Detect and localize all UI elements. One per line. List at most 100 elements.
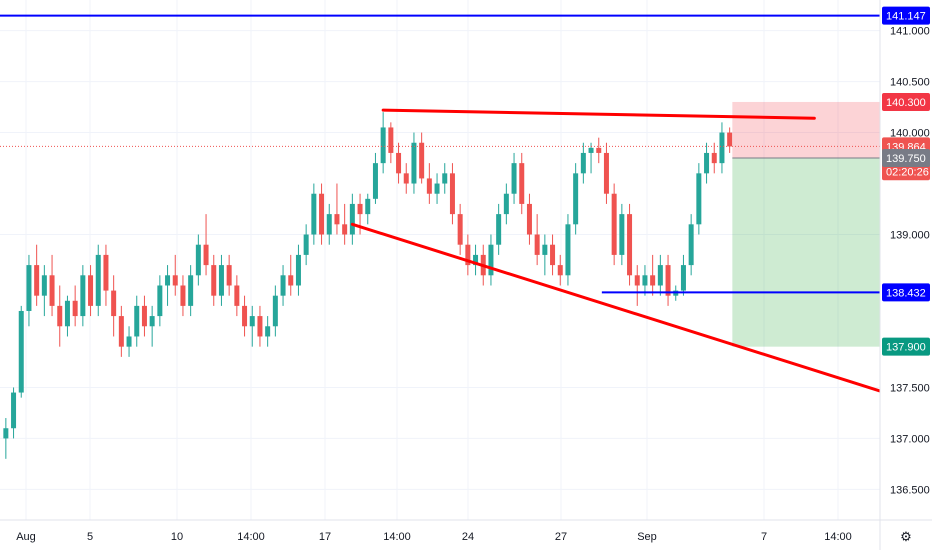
candle-body[interactable] [134,305,140,337]
candle-body[interactable] [41,275,47,296]
candle-body[interactable] [49,275,55,306]
candle-body[interactable] [280,275,286,296]
candle-body[interactable] [542,244,548,255]
candle-body[interactable] [634,275,640,286]
candle-body[interactable] [95,254,101,306]
candle-body[interactable] [611,193,617,255]
candle-body[interactable] [342,224,348,235]
candle-body[interactable] [465,244,471,266]
candle-body[interactable] [195,244,201,276]
price-axis[interactable] [880,0,932,550]
candle-body[interactable] [149,316,155,327]
candle-body[interactable] [704,152,710,174]
candle-body[interactable] [257,316,263,337]
candle-body[interactable] [603,152,609,194]
candle-body[interactable] [627,214,633,276]
candle-body[interactable] [619,214,625,255]
candle-body[interactable] [57,305,63,327]
candle-body[interactable] [303,234,309,255]
candle-body[interactable] [180,285,186,306]
candle-body[interactable] [473,254,479,266]
candle-body[interactable] [557,265,563,276]
candle-body[interactable] [696,173,702,225]
candle-body[interactable] [642,275,648,286]
candle-body[interactable] [165,275,171,286]
candle-body[interactable] [357,203,363,215]
candle-body[interactable] [680,265,686,291]
candle-body[interactable] [88,275,94,306]
candle-body[interactable] [565,224,571,276]
candle-body[interactable] [319,193,325,235]
candle-body[interactable] [18,310,24,393]
candle-body[interactable] [288,275,294,286]
candle-body[interactable] [211,265,217,296]
candle-body[interactable] [442,173,448,184]
candle-body[interactable] [157,285,163,317]
candle-body[interactable] [188,275,194,306]
candle-body[interactable] [496,214,502,245]
candle-body[interactable] [295,254,301,286]
candle-body[interactable] [727,132,733,147]
candle-body[interactable] [511,163,517,194]
candle-body[interactable] [265,326,271,337]
candle-body[interactable] [34,265,40,296]
resistance-level-badge[interactable] [882,6,930,25]
candle-body[interactable] [3,428,9,439]
candle-body[interactable] [688,224,694,266]
upper-trendline[interactable] [381,108,816,120]
candle-body[interactable] [26,265,32,311]
candle-body[interactable] [488,244,494,276]
candle-body[interactable] [519,163,525,204]
candle-body[interactable] [326,214,332,235]
candle-body[interactable] [111,290,117,317]
candle-body[interactable] [534,234,540,255]
candle-body[interactable] [526,203,532,235]
candle-body[interactable] [172,275,178,286]
candle-body[interactable] [72,300,78,317]
candle-body[interactable] [588,147,594,153]
candle-body[interactable] [650,275,656,286]
candle-body[interactable] [349,203,355,235]
candle-body[interactable] [234,285,240,306]
candle-body[interactable] [226,265,232,286]
candle-body[interactable] [64,300,70,327]
candle-body[interactable] [419,142,425,179]
candle-body[interactable] [596,147,602,153]
candle-body[interactable] [503,193,509,215]
candle-body[interactable] [711,152,717,164]
take-profit-badge[interactable] [882,337,930,356]
candle-body[interactable] [311,193,317,235]
candle-body[interactable] [242,305,248,327]
candle-body[interactable] [272,295,278,327]
candle-body[interactable] [580,152,586,174]
candle-body[interactable] [141,305,147,327]
candle-body[interactable] [372,163,378,199]
candle-body[interactable] [249,316,255,327]
candle-body[interactable] [380,127,386,164]
support-level-badge[interactable] [882,283,930,302]
candle-body[interactable] [334,214,340,225]
entry-badge[interactable] [882,149,930,168]
stop-loss-badge[interactable] [882,92,930,111]
candle-body[interactable] [665,265,671,296]
candle-body[interactable] [426,178,432,194]
candle-body[interactable] [434,183,440,194]
candle-body[interactable] [203,244,209,266]
candle-body[interactable] [118,316,124,347]
candle-body[interactable] [11,392,17,429]
candle-body[interactable] [411,142,417,184]
candle-body[interactable] [657,265,663,286]
candle-body[interactable] [388,127,394,153]
candle-body[interactable] [719,132,725,164]
candle-body[interactable] [218,265,224,296]
candle-body[interactable] [457,214,463,245]
candle-body[interactable] [449,173,455,215]
candle-body[interactable] [103,254,109,291]
candle-body[interactable] [403,173,409,184]
candle-body[interactable] [573,173,579,225]
candle-body[interactable] [365,198,371,215]
settings-icon[interactable]: ⚙ [900,529,912,544]
candle-body[interactable] [550,244,556,266]
